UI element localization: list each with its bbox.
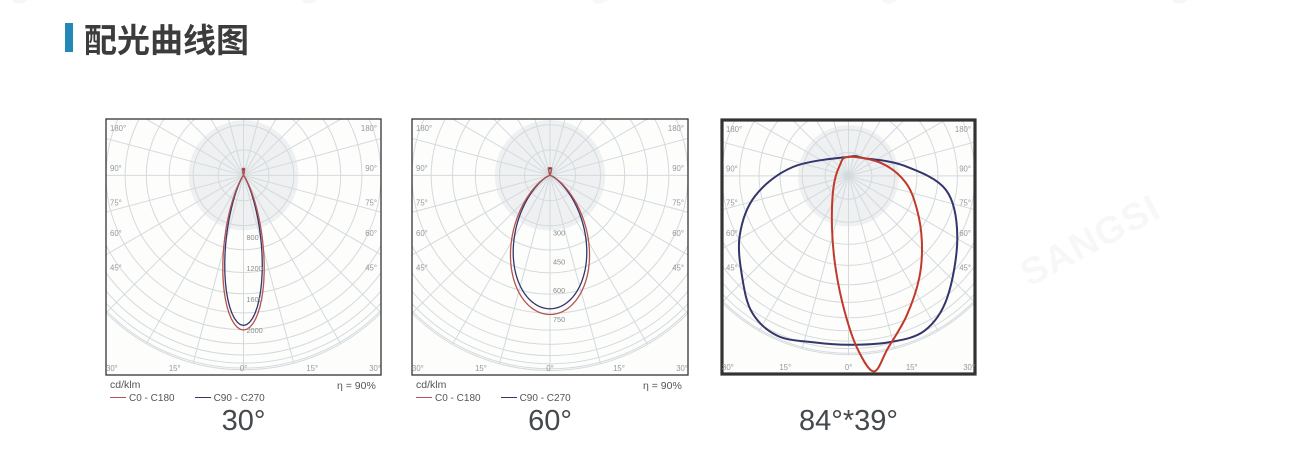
svg-text:15°: 15° (779, 363, 791, 372)
svg-text:75°: 75° (365, 198, 377, 207)
svg-text:600: 600 (553, 286, 565, 295)
svg-text:45°: 45° (416, 264, 428, 273)
svg-text:0°: 0° (240, 364, 247, 373)
svg-text:90°: 90° (726, 164, 738, 173)
svg-text:750: 750 (553, 315, 565, 324)
svg-text:30°: 30° (722, 363, 734, 372)
svg-text:2000: 2000 (247, 326, 263, 335)
svg-text:15°: 15° (169, 364, 181, 373)
svg-text:1200: 1200 (247, 264, 263, 273)
svg-text:90°: 90° (110, 164, 122, 173)
svg-text:90°: 90° (959, 164, 971, 173)
svg-text:180°: 180° (955, 125, 971, 134)
svg-text:180°: 180° (361, 124, 377, 133)
svg-text:30°: 30° (106, 364, 118, 373)
svg-text:60°: 60° (959, 229, 971, 238)
svg-text:45°: 45° (365, 264, 377, 273)
svg-text:75°: 75° (416, 198, 428, 207)
svg-text:450: 450 (553, 257, 565, 266)
svg-text:1600: 1600 (247, 295, 263, 304)
svg-text:15°: 15° (475, 364, 487, 373)
svg-text:75°: 75° (959, 199, 971, 208)
svg-text:30°: 30° (676, 364, 688, 373)
svg-text:15°: 15° (906, 363, 918, 372)
svg-text:90°: 90° (416, 164, 428, 173)
svg-text:60°: 60° (416, 229, 428, 238)
svg-text:15°: 15° (613, 364, 625, 373)
svg-text:45°: 45° (672, 264, 684, 273)
svg-text:0°: 0° (845, 363, 852, 372)
svg-text:75°: 75° (110, 198, 122, 207)
svg-text:45°: 45° (110, 264, 122, 273)
svg-text:60°: 60° (672, 229, 684, 238)
svg-text:45°: 45° (726, 264, 738, 273)
svg-text:75°: 75° (726, 199, 738, 208)
svg-text:30°: 30° (412, 364, 424, 373)
svg-text:90°: 90° (672, 164, 684, 173)
svg-text:60°: 60° (726, 229, 738, 238)
svg-text:300: 300 (553, 229, 565, 238)
svg-text:180°: 180° (416, 124, 432, 133)
svg-text:180°: 180° (726, 125, 742, 134)
svg-text:15°: 15° (306, 364, 318, 373)
svg-text:180°: 180° (668, 124, 684, 133)
svg-text:800: 800 (247, 233, 259, 242)
svg-text:45°: 45° (959, 264, 971, 273)
svg-text:30°: 30° (369, 364, 381, 373)
svg-text:180°: 180° (110, 124, 126, 133)
svg-text:60°: 60° (365, 229, 377, 238)
svg-text:75°: 75° (672, 198, 684, 207)
svg-text:60°: 60° (110, 229, 122, 238)
svg-text:30°: 30° (963, 363, 975, 372)
svg-text:90°: 90° (365, 164, 377, 173)
svg-text:0°: 0° (546, 364, 553, 373)
